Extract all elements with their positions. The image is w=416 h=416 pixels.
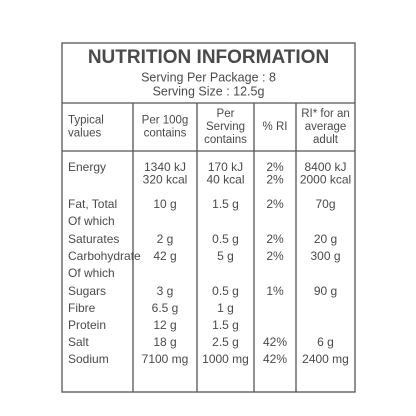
cell: 5 g [217,249,234,263]
row-label: Sugars [68,284,106,298]
cell: 300 g [310,249,340,263]
cell: 6 g [317,335,334,349]
cell: 70g [315,197,335,211]
cell: 2000 kcal [300,173,351,187]
cell: 1% [266,284,284,298]
cell: 2% [266,173,284,187]
cell: 1.5 g [212,318,239,332]
column-header: contains [204,134,247,146]
cell: 42% [263,335,287,349]
cell: 2% [266,249,284,263]
cell: 90 g [314,284,337,298]
cell: 42 g [153,249,176,263]
row-label: Protein [68,318,106,332]
cell: 1340 kJ [144,160,186,174]
row-label: Of which [68,214,115,228]
cell: 0.5 g [212,284,239,298]
column-header: Typical [68,115,104,127]
cell: 1.5 g [212,197,239,211]
row-label: Fibre [68,301,96,315]
row-label: Salt [68,335,89,349]
column-header: % RI [263,121,288,133]
cell: 10 g [153,197,176,211]
cell: 42% [263,352,287,366]
cell: 2% [266,160,284,174]
cell: 3 g [157,284,174,298]
cell: 0.5 g [212,232,239,246]
column-header: adult [313,134,339,146]
row-label: Saturates [68,232,119,246]
row-label: Fat, Total [68,197,117,211]
cell: 20 g [314,232,337,246]
row-label: Of which [68,266,115,280]
servings-per-package: Serving Per Package : 8 [141,70,276,84]
column-header: contains [144,128,187,140]
column-header: average [305,121,347,133]
cell: 1 g [217,301,234,315]
column-header: Serving [206,121,245,133]
cell: 7100 mg [142,352,189,366]
cell: 2% [266,232,284,246]
column-header: Per [217,108,235,120]
cell: 1000 mg [202,352,249,366]
row-label: Carbohydrate [68,249,141,263]
cell: 6.5 g [152,301,179,315]
cell: 2% [266,197,284,211]
cell: 18 g [153,335,176,349]
row-label: Sodium [68,352,109,366]
column-header: Per 100g [142,115,189,127]
cell: 320 kcal [143,173,188,187]
serving-size: Serving Size : 12.5g [153,84,265,98]
cell: 170 kJ [208,160,243,174]
column-header: values [68,128,101,140]
column-header: RI* for an [301,108,350,120]
cell: 40 kcal [206,173,244,187]
cell: 8400 kJ [304,160,346,174]
cell: 2 g [157,232,174,246]
row-label: Energy [68,160,106,174]
cell: 2.5 g [212,335,239,349]
cell: 12 g [153,318,176,332]
outer-border [61,42,356,393]
title: NUTRITION INFORMATION [88,47,329,68]
cell: 2400 mg [302,352,349,366]
